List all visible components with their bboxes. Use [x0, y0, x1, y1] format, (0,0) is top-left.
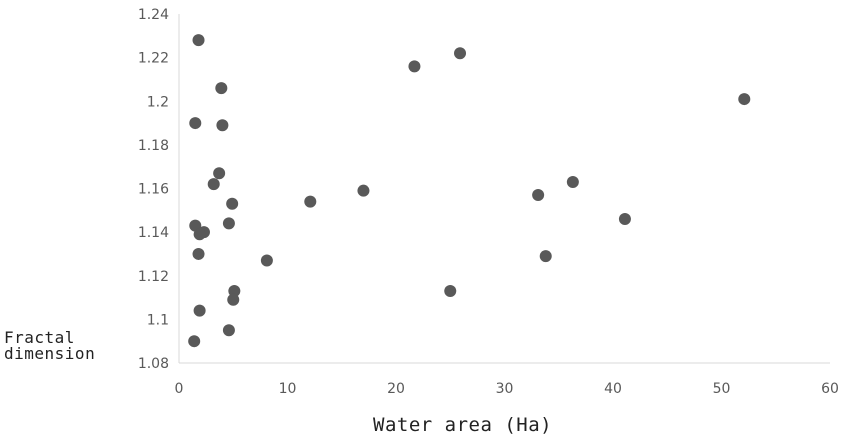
data-point [189, 117, 202, 130]
data-point [304, 195, 317, 208]
data-points [188, 34, 751, 348]
data-point [207, 178, 220, 191]
y-tick-label: 1.14 [138, 225, 169, 241]
data-point [222, 217, 235, 230]
data-point [227, 293, 240, 306]
y-axis-label-line-2: dimension [4, 344, 96, 363]
x-tick-label: 50 [713, 381, 731, 397]
x-tick-label: 20 [387, 381, 405, 397]
data-point [539, 250, 552, 263]
data-point [213, 167, 226, 180]
data-point [193, 304, 206, 317]
x-tick-label: 60 [821, 381, 839, 397]
y-axis-label: Fractal dimension [4, 330, 95, 362]
y-tick-label: 1.24 [138, 7, 169, 23]
data-point [532, 189, 545, 202]
data-point [192, 34, 205, 47]
data-point [618, 213, 631, 226]
y-tick-label: 1.1 [147, 312, 169, 328]
x-tick-label: 0 [175, 381, 184, 397]
y-tick-label: 1.16 [138, 182, 169, 198]
data-point [566, 175, 579, 188]
y-tick-label: 1.2 [147, 94, 169, 110]
y-tick-label: 1.22 [138, 51, 169, 67]
data-point [226, 197, 239, 210]
data-point [193, 228, 206, 241]
data-point [738, 93, 751, 106]
x-axis-label: Water area (Ha) [373, 414, 553, 436]
y-tick-label: 1.12 [138, 269, 169, 285]
tick-labels: 0 10 20 30 40 50 60 1.08 1.1 1.12 1.14 1.16 1.18 1.2 1… [138, 7, 839, 397]
y-tick-label: 1.08 [138, 356, 169, 372]
x-tick-label: 10 [279, 381, 297, 397]
y-tick-label: 1.18 [138, 138, 169, 154]
data-point [408, 60, 421, 73]
data-point [215, 82, 228, 95]
data-point [216, 119, 229, 132]
data-point [228, 285, 241, 298]
data-point [188, 335, 201, 348]
data-point [444, 285, 457, 298]
data-point [454, 47, 467, 60]
data-point [357, 184, 370, 197]
data-point [222, 324, 235, 337]
x-tick-label: 30 [496, 381, 514, 397]
data-point [260, 254, 273, 267]
x-tick-label: 40 [604, 381, 622, 397]
data-point [192, 247, 205, 260]
y-axis-label-line-1: Fractal [4, 328, 75, 347]
chart-axes [178, 14, 830, 364]
